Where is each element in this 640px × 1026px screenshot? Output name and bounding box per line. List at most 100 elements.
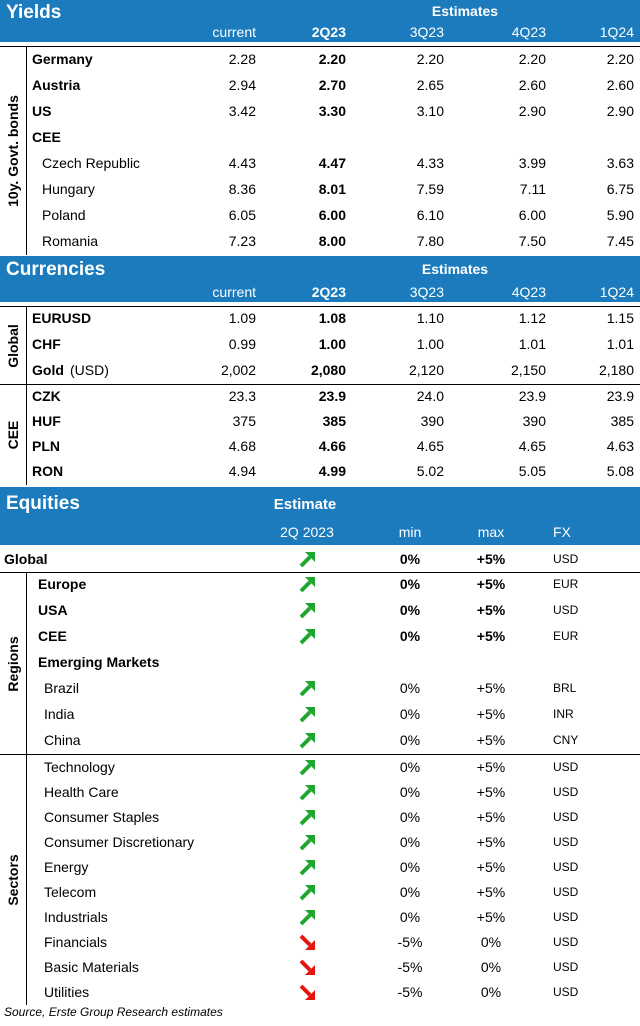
currencies-col-1q24: 1Q24 [599,284,634,300]
row-min: -5% [397,934,423,950]
row-min: 0% [399,834,421,850]
row-fx: INR [553,707,574,721]
trend-up-arrow-icon [299,885,315,901]
row-value: 5.05 [518,463,546,479]
row-value: 8.36 [228,181,256,197]
row-min: 0% [399,884,421,900]
table-row: Consumer Discretionary 0% +5% USD [0,830,640,855]
yields-col-1q24: 1Q24 [599,24,634,40]
trend-down-arrow-icon [299,984,315,1000]
row-value: 0.99 [228,336,256,352]
row-label: HUF [32,413,61,429]
row-max: 0% [480,934,502,950]
row-value: 1.01 [518,336,546,352]
trend-up-arrow-icon [299,552,315,568]
trend-up-arrow-icon [299,910,315,926]
row-fx: BRL [553,681,577,695]
row-label: CEE [38,628,67,644]
row-value: 2.20 [518,51,546,67]
yields-col-3q23: 3Q23 [409,24,444,40]
row-label: Romania [42,233,99,249]
row-fx: USD [553,960,579,974]
row-value: 23.3 [228,388,256,404]
trend-up-arrow-icon [299,681,315,697]
row-value: 8.01 [318,181,346,197]
table-row: Technology 0% +5% USD [0,755,640,780]
row-max: 0% [480,959,502,975]
trend-up-arrow-icon [299,733,315,749]
row-value: 3.42 [228,103,256,119]
currencies-col-4q23: 4Q23 [511,284,546,300]
row-label: Health Care [44,784,119,800]
row-value: 4.99 [318,463,346,479]
row-label: Telecom [44,884,97,900]
table-row: Europe 0% +5% EUR [0,572,640,597]
row-fx: CNY [553,733,579,747]
row-value: 2.90 [518,103,546,119]
equities-sectors-group: Sectors [0,754,640,1005]
row-value: 3.10 [416,103,444,119]
row-label: Global [4,551,48,567]
row-label: China [44,732,81,748]
row-min: 0% [399,784,421,800]
row-label: Emerging Markets [38,654,160,670]
row-value: 1.09 [228,310,256,326]
row-value: 23.9 [606,388,634,404]
currencies-header: Currencies Estimates current 2Q23 3Q23 4… [0,256,640,302]
table-row: CZK 23.3 23.9 24.0 23.9 23.9 [0,384,640,409]
row-fx: USD [553,910,579,924]
row-label: Energy [44,859,89,875]
row-max: +5% [476,809,506,825]
table-row: India 0% +5% INR [0,702,640,727]
row-value: 4.65 [518,438,546,454]
row-min: 0% [399,759,421,775]
table-row: Global 0% +5% USD [0,547,640,572]
equities-regions-group: Regions [0,572,640,755]
row-max: +5% [476,784,506,800]
table-row: Czech Republic 4.43 4.47 4.33 3.99 3.63 [0,151,640,176]
row-max: +5% [476,551,506,567]
row-min: 0% [399,859,421,875]
table-row: Industrials 0% +5% USD [0,905,640,930]
equities-header: Equities Estimate 2Q 2023 min max FX [0,487,640,545]
row-label: CHF [32,336,61,352]
trend-up-arrow-icon [299,785,315,801]
table-row: CHF 0.99 1.00 1.00 1.01 1.01 [0,332,640,357]
row-value: 2.65 [416,77,444,93]
row-value: 4.43 [228,155,256,171]
row-label: Basic Materials [44,959,139,975]
table-row: Telecom 0% +5% USD [0,880,640,905]
row-label: Industrials [44,909,108,925]
row-value: 1.10 [416,310,444,326]
trend-up-arrow-icon [299,603,315,619]
row-min: 0% [399,602,421,618]
table-row: HUF 375 385 390 390 385 [0,409,640,434]
sectors-side-label: Sectors [0,755,27,1005]
row-value: 1.00 [416,336,444,352]
table-row: PLN 4.68 4.66 4.65 4.65 4.63 [0,434,640,459]
trend-up-arrow-icon [299,760,315,776]
row-label: India [44,706,75,722]
trend-up-arrow-icon [299,860,315,876]
row-value: 4.66 [318,438,346,454]
row-fx: USD [553,603,579,617]
equities-col-min: min [398,524,422,540]
row-value: 2,150 [510,362,546,378]
row-value: 385 [610,413,634,429]
row-value: 3.99 [518,155,546,171]
equities-col-max: max [477,524,505,540]
row-max: +5% [476,834,506,850]
yields-col-2q23: 2Q23 [311,24,346,40]
row-label: USA [38,602,68,618]
currencies-col-3q23: 3Q23 [409,284,444,300]
row-label: Gold [32,362,64,378]
row-value: 5.90 [606,207,634,223]
equities-col-period: 2Q 2023 [280,524,334,540]
row-min: 0% [399,732,421,748]
row-value: 2,002 [220,362,256,378]
row-label: Consumer Discretionary [44,834,195,850]
row-value: 6.00 [318,207,346,223]
global-side-label: Global [0,307,27,385]
yields-header: Yields Estimates current 2Q23 3Q23 4Q23 … [0,0,640,42]
row-value: 8.00 [318,233,346,249]
